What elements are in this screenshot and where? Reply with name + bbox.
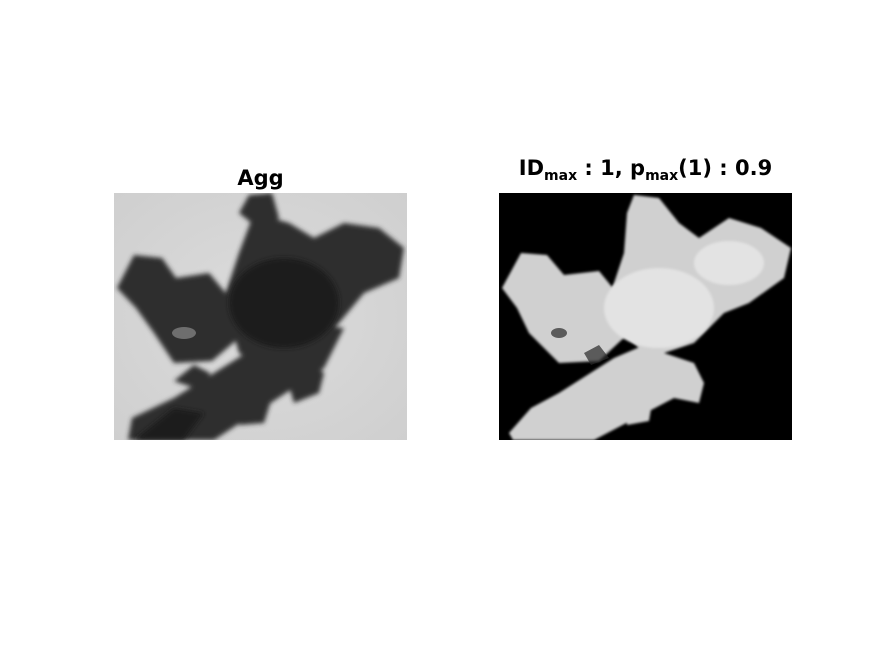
right-title-sub1: max [544, 168, 578, 184]
segmentation-mask-image [499, 193, 792, 440]
right-title-mid: : 1, p [577, 156, 646, 180]
right-panel-title: IDmax : 1, pmax(1) : 0.9 [499, 156, 792, 184]
left-panel-title: Agg [114, 166, 407, 190]
right-title-prefix: ID [518, 156, 545, 180]
right-title-suffix: (1) : 0.9 [678, 156, 773, 180]
aggregate-micrograph-image [114, 193, 407, 440]
right-title-sub2: max [645, 168, 679, 184]
left-title-text: Agg [237, 166, 284, 190]
